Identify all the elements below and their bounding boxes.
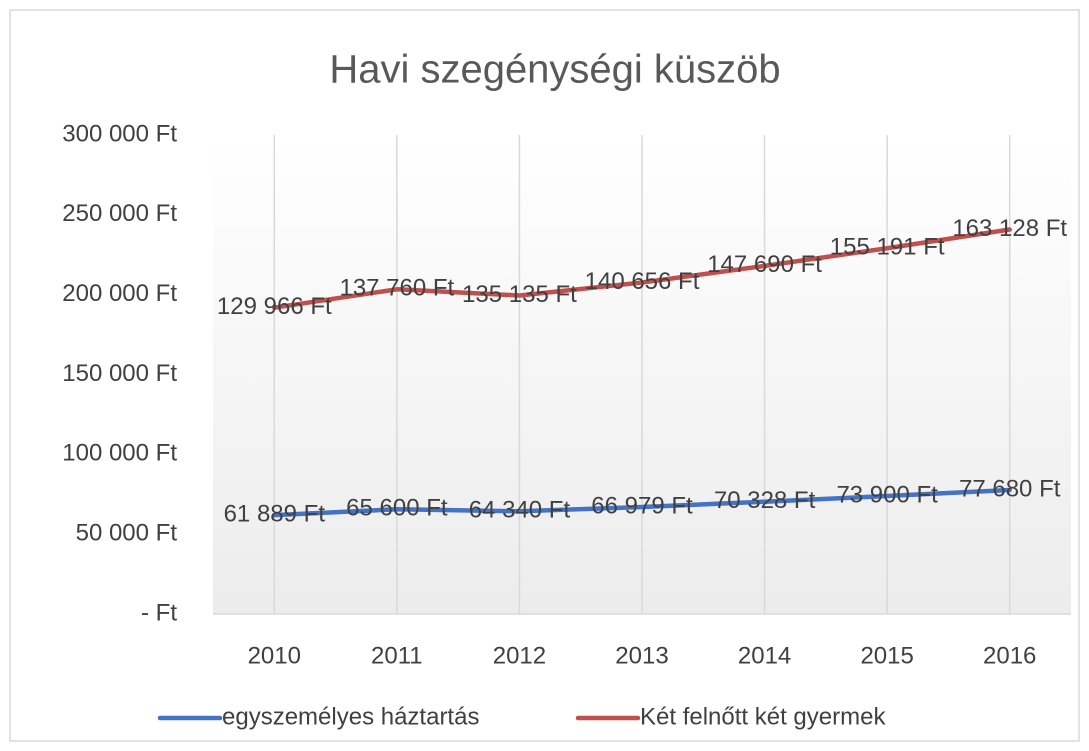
data-label: 64 340 Ft <box>469 497 571 524</box>
data-label: 147 690 Ft <box>707 251 822 278</box>
data-label: 137 760 Ft <box>339 275 454 302</box>
x-tick-label: 2012 <box>493 642 546 669</box>
y-tick-label: - Ft <box>141 599 177 626</box>
x-tick-label: 2010 <box>248 642 301 669</box>
x-tick-label: 2013 <box>615 642 668 669</box>
x-tick-label: 2016 <box>983 642 1036 669</box>
data-label: 66 979 Ft <box>591 492 693 519</box>
y-tick-label: 300 000 Ft <box>62 120 177 147</box>
x-tick-label: 2015 <box>860 642 913 669</box>
x-tick-label: 2014 <box>738 642 791 669</box>
data-label: 163 128 Ft <box>952 215 1067 242</box>
data-label: 140 656 Ft <box>585 268 700 295</box>
x-tick-label: 2011 <box>371 642 423 669</box>
data-label: 77 680 Ft <box>959 475 1061 502</box>
chart-title: Havi szegénységi küszöb <box>329 48 780 92</box>
data-label: 155 191 Ft <box>830 234 945 261</box>
legend-label: egyszemélyes háztartás <box>222 703 479 730</box>
y-tick-label: 250 000 Ft <box>62 200 177 227</box>
data-label: 70 328 Ft <box>714 487 816 514</box>
legend-label: Két felnőtt két gyermek <box>640 703 886 730</box>
data-label: 129 966 Ft <box>217 293 332 320</box>
y-tick-label: 100 000 Ft <box>62 440 177 467</box>
data-label: 73 900 Ft <box>836 481 938 508</box>
y-tick-label: 50 000 Ft <box>76 520 178 547</box>
data-label: 135 135 Ft <box>462 281 577 308</box>
data-label: 65 600 Ft <box>346 495 448 522</box>
data-label: 61 889 Ft <box>224 501 326 528</box>
line-series <box>272 487 1012 518</box>
line-series <box>272 227 1012 310</box>
y-tick-label: 200 000 Ft <box>62 280 177 307</box>
y-tick-label: 150 000 Ft <box>62 360 177 387</box>
